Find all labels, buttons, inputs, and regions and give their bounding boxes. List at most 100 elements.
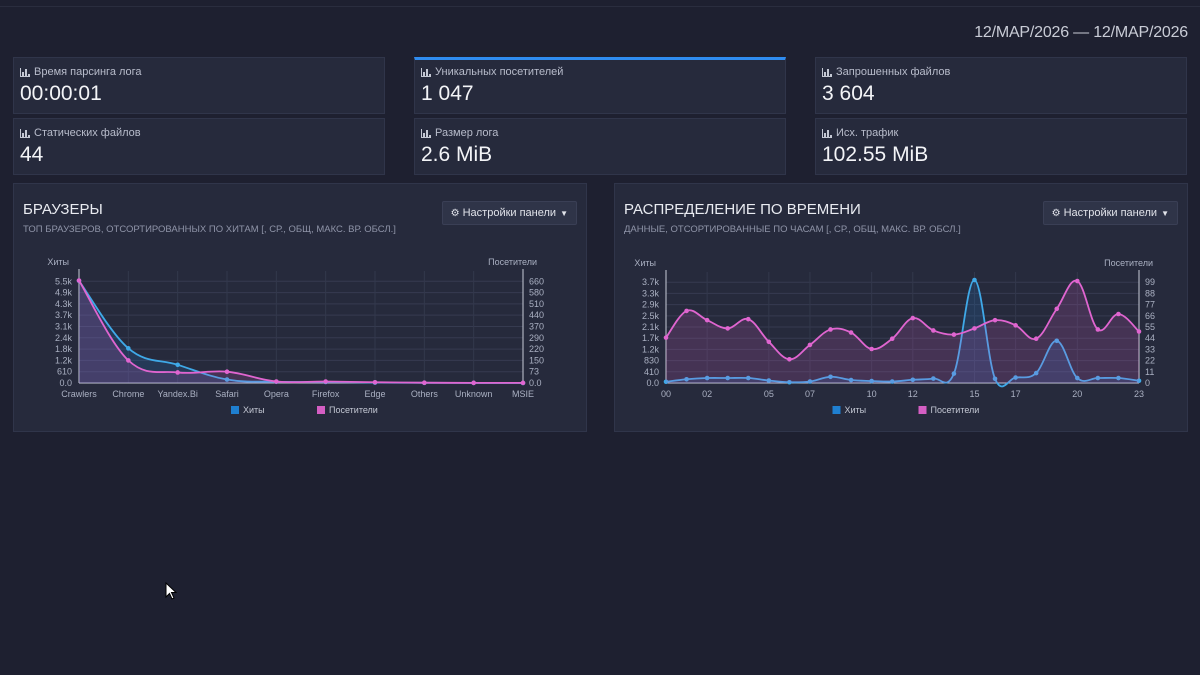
visitors-point — [471, 380, 476, 386]
panel-settings-button[interactable]: ⚙ Настройки панели ▼ — [1042, 201, 1178, 225]
y-right-tick-label: 66 — [1145, 311, 1155, 321]
visitors-point — [1054, 306, 1060, 312]
x-tick-label: 10 — [867, 389, 877, 399]
visitors-point — [1116, 311, 1121, 317]
legend-label-visitors: Посетители — [329, 405, 378, 415]
legend-swatch-hits — [832, 406, 841, 414]
y-right-tick-label: 370 — [529, 321, 544, 331]
visitors-point — [725, 326, 730, 331]
stat-value: 102.55 MiB — [822, 143, 929, 166]
stat-label: Уникальных посетителей — [435, 66, 564, 78]
bar-chart-icon — [822, 67, 832, 77]
hits-point — [224, 377, 230, 382]
caret-down-icon: ▼ — [560, 209, 568, 218]
date-range[interactable]: 12/MAP/2026 — 12/MAP/2026 — [974, 24, 1188, 41]
panel-title: БРАУЗЕРЫ — [23, 201, 103, 218]
stat-card-outgoing-traffic: Исх. трафик 102.55 MiB — [815, 118, 1187, 175]
stat-card-parse-time: Время парсинга лога 00:00:01 — [13, 57, 385, 114]
visitors-point — [520, 380, 526, 386]
visitors-point — [175, 370, 180, 375]
y-right-axis-label: Посетители — [488, 257, 537, 267]
visitors-point — [910, 315, 916, 321]
bar-chart-icon — [20, 128, 30, 138]
y-right-tick-label: 0.0 — [529, 378, 542, 388]
visitors-point — [684, 308, 689, 314]
visitors-point — [828, 327, 833, 332]
y-tick-label: 2.5k — [642, 311, 660, 321]
hits-point — [848, 377, 854, 383]
y-right-tick-label: 99 — [1145, 277, 1155, 287]
hits-point — [1075, 375, 1080, 381]
visitors-area — [666, 280, 1139, 383]
caret-down-icon: ▼ — [1161, 209, 1169, 218]
y-tick-label: 1.2k — [55, 355, 73, 365]
browsers-panel: БРАУЗЕРЫ ТОП БРАУЗЕРОВ, ОТСОРТИРОВАННЫХ … — [13, 183, 587, 432]
y-tick-label: 3.3k — [642, 288, 660, 298]
y-right-tick-label: 22 — [1145, 356, 1155, 366]
hits-point — [1136, 378, 1142, 384]
hits-point — [704, 375, 710, 381]
legend-label-hits: Хиты — [845, 405, 867, 415]
stat-label: Исх. трафик — [836, 127, 899, 139]
x-tick-label: 23 — [1134, 389, 1144, 399]
bar-chart-icon — [822, 128, 832, 138]
y-tick-label: 2.4k — [55, 333, 73, 343]
legend-swatch-visitors — [918, 406, 927, 414]
hits-point — [1095, 375, 1101, 381]
hits-point — [869, 378, 874, 384]
top-border — [0, 0, 1200, 7]
stat-value: 00:00:01 — [20, 82, 102, 105]
y-right-tick-label: 33 — [1145, 344, 1155, 354]
x-tick-label: 20 — [1072, 389, 1082, 399]
x-tick-label: 07 — [805, 389, 815, 399]
y-tick-label: 1.7k — [642, 333, 660, 343]
y-right-tick-label: 44 — [1145, 333, 1155, 343]
visitors-point — [1013, 323, 1018, 328]
y-tick-label: 0.0 — [59, 378, 72, 388]
visitors-point — [745, 316, 751, 322]
y-tick-label: 830 — [644, 356, 659, 366]
x-tick-label: Opera — [264, 389, 289, 399]
visitors-point — [807, 342, 813, 348]
panel-settings-button[interactable]: ⚙ Настройки панели ▼ — [441, 201, 577, 225]
stat-label: Время парсинга лога — [34, 66, 142, 78]
visitors-point — [869, 346, 874, 352]
hits-point — [126, 346, 131, 351]
legend-swatch-visitors — [317, 406, 325, 414]
y-tick-label: 3.7k — [642, 277, 660, 287]
y-right-tick-label: 660 — [529, 276, 544, 286]
time-distribution-chart: 0.0 0 410 11 830 22 1.2k 33 1.7k 44 2.1k 55 2.5k 66 2.… — [634, 258, 1155, 415]
visitors-point — [422, 380, 427, 385]
visitors-point — [766, 339, 772, 345]
legend-label-visitors: Посетители — [931, 405, 980, 415]
mouse-cursor-icon — [165, 582, 178, 600]
hits-point — [175, 362, 180, 368]
visitors-point — [1136, 329, 1142, 334]
x-tick-label: 05 — [764, 389, 774, 399]
y-tick-label: 0.0 — [646, 378, 659, 388]
y-right-tick-label: 77 — [1145, 300, 1155, 310]
hits-point — [787, 379, 792, 385]
visitors-point — [76, 278, 82, 283]
y-axis-label: Хиты — [634, 258, 656, 268]
x-tick-label: 15 — [969, 389, 979, 399]
gear-icon: ⚙ — [1051, 208, 1061, 219]
hits-point — [807, 379, 813, 384]
y-right-tick-label: 580 — [529, 288, 544, 298]
hits-point — [1033, 370, 1039, 376]
bar-chart-icon — [421, 128, 431, 138]
visitors-point — [951, 332, 957, 337]
hits-point — [951, 371, 957, 376]
visitors-point — [274, 379, 279, 384]
visitors-area — [79, 280, 523, 383]
y-axis-label: Хиты — [47, 257, 69, 267]
y-right-tick-label: 11 — [1145, 367, 1154, 377]
hits-point — [684, 376, 689, 382]
time-distribution-panel: РАСПРЕДЕЛЕНИЕ ПО ВРЕМЕНИ ДАННЫЕ, ОТСОРТИ… — [614, 183, 1188, 432]
y-right-tick-label: 290 — [529, 333, 544, 343]
y-right-tick-label: 150 — [529, 355, 544, 365]
y-tick-label: 5.5k — [55, 276, 73, 286]
hits-point — [889, 379, 895, 384]
y-right-tick-label: 440 — [529, 310, 544, 320]
x-tick-label: Safari — [215, 389, 239, 399]
